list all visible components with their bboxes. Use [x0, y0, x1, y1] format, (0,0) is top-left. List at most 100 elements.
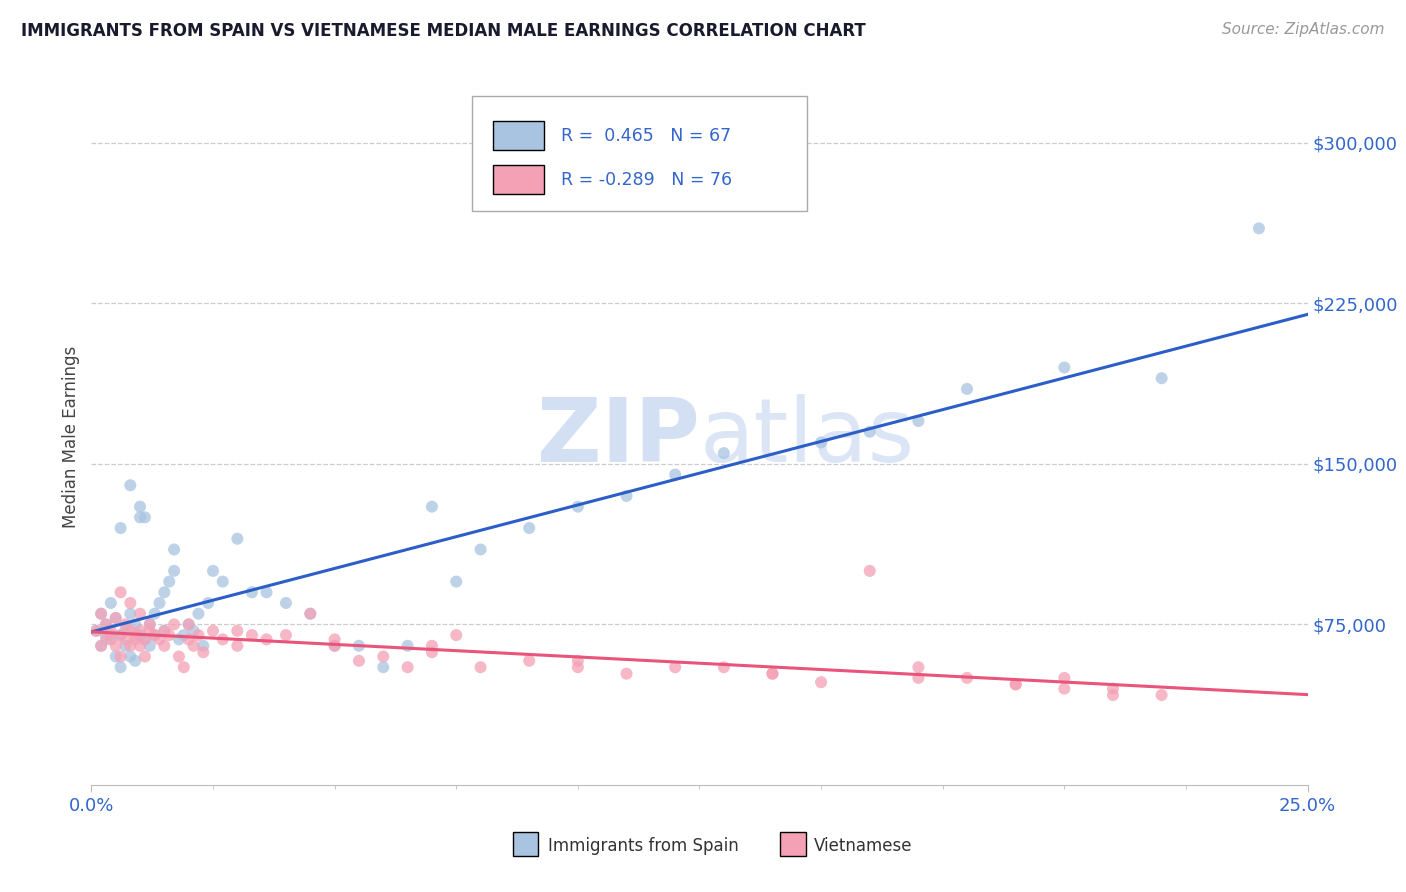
Point — [713, 660, 735, 674]
Point — [139, 617, 162, 632]
FancyBboxPatch shape — [492, 165, 544, 194]
Point — [129, 628, 152, 642]
Point — [90, 607, 112, 621]
Point — [129, 510, 152, 524]
Point — [859, 425, 882, 439]
Point — [173, 660, 195, 674]
Point — [396, 660, 419, 674]
Point — [1053, 360, 1076, 375]
Point — [323, 639, 346, 653]
Point — [1150, 371, 1173, 385]
Point — [1053, 671, 1076, 685]
Point — [157, 574, 180, 589]
Point — [104, 649, 127, 664]
FancyBboxPatch shape — [492, 121, 544, 151]
Point — [114, 639, 136, 653]
Text: R = -0.289   N = 76: R = -0.289 N = 76 — [561, 170, 733, 188]
Point — [120, 649, 142, 664]
Point — [148, 632, 170, 647]
Point — [1102, 681, 1125, 696]
Text: atlas: atlas — [699, 393, 915, 481]
Point — [153, 624, 176, 638]
Point — [143, 628, 166, 642]
Point — [347, 639, 370, 653]
Point — [187, 607, 209, 621]
Point — [193, 639, 215, 653]
Point — [567, 654, 589, 668]
Point — [907, 671, 929, 685]
Point — [114, 617, 136, 632]
FancyBboxPatch shape — [472, 96, 807, 211]
Point — [274, 596, 297, 610]
Point — [143, 607, 166, 621]
Point — [124, 632, 146, 647]
Point — [470, 660, 492, 674]
Y-axis label: Median Male Earnings: Median Male Earnings — [62, 346, 80, 528]
Text: Vietnamese: Vietnamese — [814, 837, 912, 855]
Point — [120, 596, 142, 610]
Point — [202, 624, 225, 638]
Point — [153, 585, 176, 599]
Point — [94, 617, 117, 632]
Point — [323, 639, 346, 653]
Point — [761, 666, 783, 681]
Point — [104, 639, 127, 653]
Point — [240, 628, 263, 642]
Point — [129, 607, 152, 621]
Point — [163, 542, 186, 557]
Point — [90, 639, 112, 653]
Point — [517, 521, 540, 535]
Point — [114, 624, 136, 638]
Point — [120, 639, 142, 653]
Point — [810, 435, 832, 450]
Point — [104, 611, 127, 625]
Point — [956, 382, 979, 396]
Point — [129, 624, 152, 638]
Point — [517, 654, 540, 668]
Point — [567, 500, 589, 514]
Point — [761, 666, 783, 681]
Point — [907, 414, 929, 428]
Point — [124, 654, 146, 668]
Point — [90, 639, 112, 653]
Point — [104, 611, 127, 625]
Point — [256, 585, 278, 599]
Point — [347, 654, 370, 668]
Point — [94, 632, 117, 647]
Point — [211, 574, 233, 589]
Point — [616, 489, 638, 503]
Point — [134, 510, 156, 524]
Point — [167, 632, 190, 647]
Point — [713, 446, 735, 460]
Point — [167, 649, 190, 664]
Point — [100, 624, 122, 638]
Point — [84, 624, 107, 638]
Point — [148, 596, 170, 610]
Point — [153, 624, 176, 638]
Point — [444, 628, 467, 642]
Point — [299, 607, 322, 621]
Point — [420, 500, 443, 514]
Point — [470, 542, 492, 557]
Point — [1150, 688, 1173, 702]
Point — [114, 632, 136, 647]
Point — [110, 660, 132, 674]
Point — [211, 632, 233, 647]
Point — [256, 632, 278, 647]
Point — [124, 617, 146, 632]
Point — [299, 607, 322, 621]
Point — [226, 532, 249, 546]
Point — [664, 467, 686, 482]
Text: Immigrants from Spain: Immigrants from Spain — [548, 837, 740, 855]
Point — [163, 617, 186, 632]
Point — [1004, 677, 1026, 691]
Point — [567, 660, 589, 674]
Point — [110, 521, 132, 535]
Point — [110, 649, 132, 664]
Point — [1102, 688, 1125, 702]
Point — [202, 564, 225, 578]
Point — [956, 671, 979, 685]
Text: ZIP: ZIP — [537, 393, 699, 481]
Point — [120, 624, 142, 638]
Text: Source: ZipAtlas.com: Source: ZipAtlas.com — [1222, 22, 1385, 37]
